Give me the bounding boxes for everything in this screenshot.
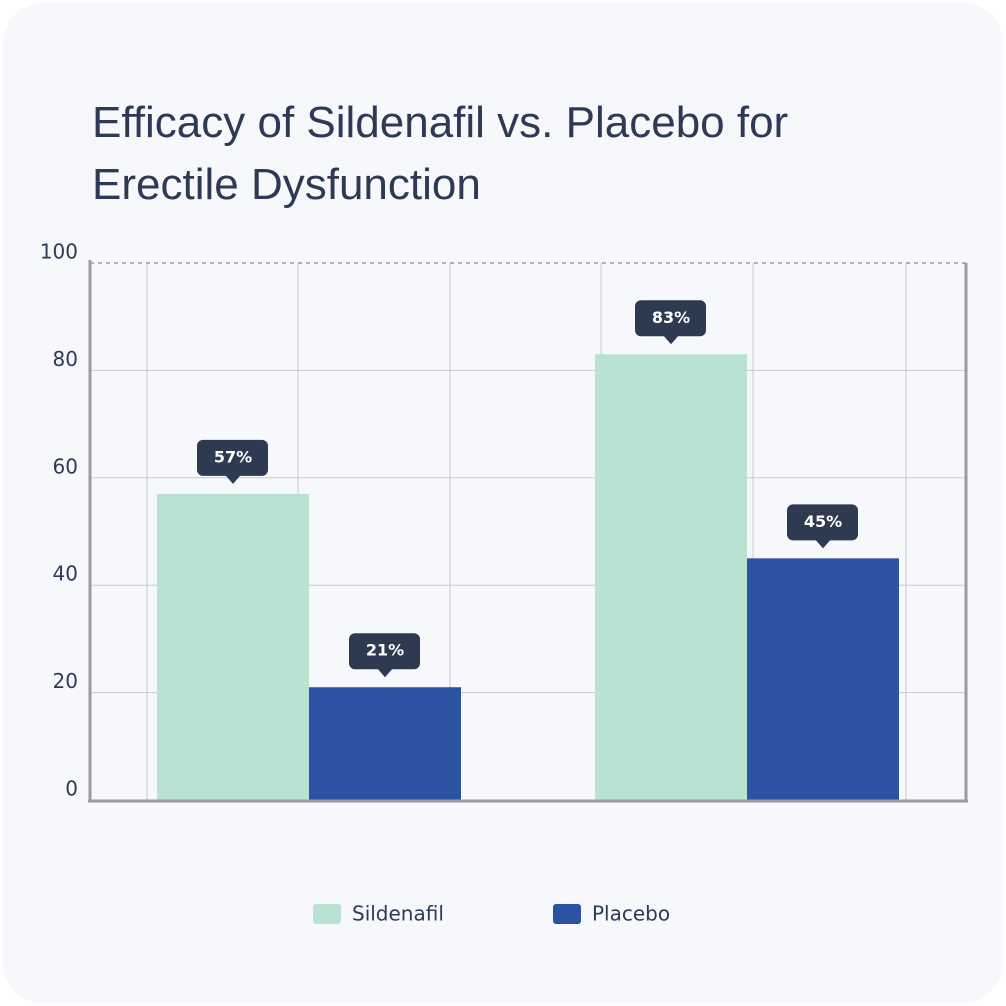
legend-label: Sildenafil bbox=[352, 902, 444, 926]
y-tick-label: 80 bbox=[53, 347, 78, 371]
value-label: 83% bbox=[652, 308, 690, 327]
bubble-shape bbox=[635, 300, 706, 345]
chart-title: Efficacy of Sildenafil vs. Placebo for E… bbox=[92, 98, 789, 209]
y-tick-label: 100 bbox=[40, 240, 78, 264]
value-label: 21% bbox=[366, 641, 404, 660]
bar bbox=[595, 354, 747, 800]
bubble-shape bbox=[197, 439, 268, 484]
legend-swatch bbox=[313, 904, 341, 924]
bars bbox=[157, 354, 899, 800]
legend: Sildenafil Placebo bbox=[313, 902, 670, 926]
y-tick-label: 60 bbox=[53, 454, 78, 478]
value-label: 45% bbox=[804, 512, 842, 531]
value-label-bubble: 45% bbox=[787, 504, 858, 549]
value-label: 57% bbox=[214, 447, 252, 466]
bar bbox=[309, 687, 461, 800]
value-label-bubble: 21% bbox=[349, 633, 420, 678]
y-tick-label: 40 bbox=[53, 562, 78, 586]
legend-swatch bbox=[553, 904, 581, 924]
value-label-bubble: 57% bbox=[197, 439, 268, 484]
bar bbox=[157, 493, 309, 800]
value-labels: 57% 83% 21% 45% bbox=[197, 300, 858, 678]
value-label-bubble: 83% bbox=[635, 300, 706, 345]
legend-label: Placebo bbox=[592, 902, 670, 926]
y-tick-label: 20 bbox=[53, 669, 78, 693]
bubble-shape bbox=[787, 504, 858, 549]
bar bbox=[747, 558, 899, 800]
y-tick-label: 0 bbox=[65, 777, 78, 801]
bubble-shape bbox=[349, 633, 420, 678]
